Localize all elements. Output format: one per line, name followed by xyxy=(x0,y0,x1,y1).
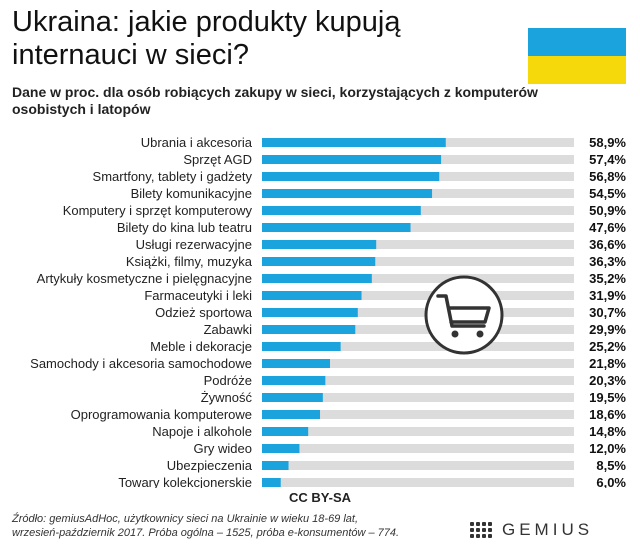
logo-wordmark: GEMIUS xyxy=(502,520,594,539)
category-label: Bilety do kina lub teatru xyxy=(117,220,252,235)
value-label: 56,8% xyxy=(589,169,626,184)
category-label: Gry wideo xyxy=(193,441,252,456)
value-label: 14,8% xyxy=(589,424,626,439)
bar xyxy=(262,308,358,317)
bar xyxy=(262,376,326,385)
license-label: CC BY-SA xyxy=(288,490,352,505)
bar xyxy=(262,478,281,487)
value-label: 36,6% xyxy=(589,237,626,252)
bar-track xyxy=(262,274,574,283)
category-label: Usługi rezerwacyjne xyxy=(136,237,252,252)
bar xyxy=(262,155,442,164)
bar-track xyxy=(262,325,574,334)
bar xyxy=(262,206,421,215)
source-line-1: Źródło: gemiusAdHoc, użytkownicy sieci n… xyxy=(12,513,359,525)
category-label: Żywność xyxy=(201,390,253,405)
value-label: 18,6% xyxy=(589,407,626,422)
value-label: 20,3% xyxy=(589,373,626,388)
bar xyxy=(262,291,362,300)
value-label: 35,2% xyxy=(589,271,626,286)
category-label: Zabawki xyxy=(204,322,253,337)
value-label: 29,9% xyxy=(589,322,626,337)
category-label: Sprzęt AGD xyxy=(183,152,252,167)
category-label: Farmaceutyki i leki xyxy=(144,288,252,303)
chart-title: Ukraina: jakie produkty kupują internauc… xyxy=(12,6,401,71)
logo-dots-icon xyxy=(470,522,492,538)
value-label: 6,0% xyxy=(596,475,626,488)
category-label: Podróże xyxy=(204,373,252,388)
value-label: 25,2% xyxy=(589,339,626,354)
bar-track xyxy=(262,223,574,232)
category-label: Towary kolekcjonerskie xyxy=(118,475,252,488)
category-label: Oprogramowania komputerowe xyxy=(71,407,252,422)
category-label: Komputery i sprzęt komputerowy xyxy=(63,203,253,218)
bar xyxy=(262,138,446,147)
category-label: Samochody i akcesoria samochodowe xyxy=(30,356,252,371)
bar xyxy=(262,172,440,181)
source-line-2: wrzesień-październik 2017. Próba ogólna … xyxy=(12,527,400,539)
ukraine-flag-icon xyxy=(528,28,626,84)
value-label: 21,8% xyxy=(589,356,626,371)
category-label: Artykuły kosmetyczne i pielęgnacyjne xyxy=(37,271,252,286)
category-label: Smartfony, tablety i gadżety xyxy=(93,169,253,184)
bar-track xyxy=(262,410,574,419)
flag-blue-stripe xyxy=(528,28,626,56)
value-label: 57,4% xyxy=(589,152,626,167)
flag-yellow-stripe xyxy=(528,56,626,84)
bar-track xyxy=(262,257,574,266)
bar xyxy=(262,410,321,419)
bar xyxy=(262,223,411,232)
bar xyxy=(262,240,377,249)
gemius-logo: GEMIUS xyxy=(470,520,593,540)
bar xyxy=(262,444,300,453)
value-label: 54,5% xyxy=(589,186,626,201)
bar-track xyxy=(262,461,574,470)
value-label: 31,9% xyxy=(589,288,626,303)
value-label: 47,6% xyxy=(589,220,626,235)
chart-subtitle: Dane w proc. dla osób robiących zakupy w… xyxy=(12,84,538,117)
value-label: 19,5% xyxy=(589,390,626,405)
value-label: 50,9% xyxy=(589,203,626,218)
category-label: Meble i dekoracje xyxy=(150,339,252,354)
category-label: Odzież sportowa xyxy=(155,305,253,320)
bar xyxy=(262,325,356,334)
category-label: Książki, filmy, muzyka xyxy=(126,254,253,269)
bar xyxy=(262,257,376,266)
bar-track xyxy=(262,342,574,351)
bar xyxy=(262,189,433,198)
bar-track xyxy=(262,308,574,317)
bar xyxy=(262,359,331,368)
value-label: 8,5% xyxy=(596,458,626,473)
bar-track xyxy=(262,376,574,385)
bar xyxy=(262,274,372,283)
category-label: Bilety komunikacyjne xyxy=(131,186,252,201)
bar-track xyxy=(262,291,574,300)
bar-chart: Ubrania i akcesoria 58,9% Sprzęt AGD 57,4% S… xyxy=(30,135,626,488)
bar-track xyxy=(262,393,574,402)
shopping-cart-icon xyxy=(424,275,504,355)
bar xyxy=(262,427,309,436)
category-label: Ubezpieczenia xyxy=(167,458,253,473)
bar xyxy=(262,461,289,470)
value-label: 58,9% xyxy=(589,135,626,150)
bar-track xyxy=(262,359,574,368)
bar-track xyxy=(262,478,574,487)
bar-track xyxy=(262,444,574,453)
value-label: 36,3% xyxy=(589,254,626,269)
value-label: 12,0% xyxy=(589,441,626,456)
source-note: Źródło: gemiusAdHoc, użytkownicy sieci n… xyxy=(12,512,452,540)
bar-track xyxy=(262,427,574,436)
value-label: 30,7% xyxy=(589,305,626,320)
bar-track xyxy=(262,240,574,249)
category-label: Napoje i alkohole xyxy=(152,424,252,439)
bar xyxy=(262,393,323,402)
bar xyxy=(262,342,341,351)
category-label: Ubrania i akcesoria xyxy=(141,135,253,150)
